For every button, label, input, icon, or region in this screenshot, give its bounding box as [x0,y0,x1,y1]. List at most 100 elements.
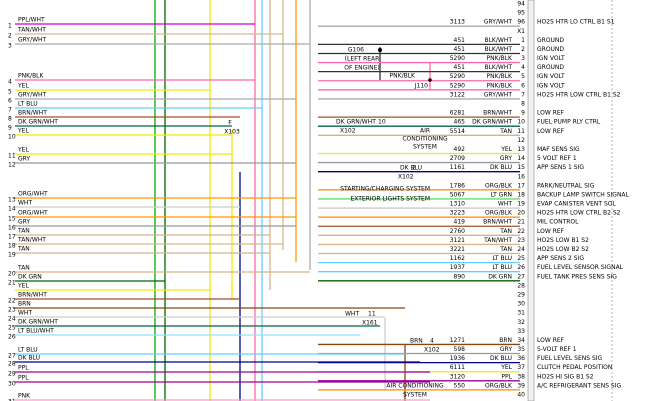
wire-color: BRN/WHT [483,110,512,117]
wire-color: WHT [18,200,32,207]
signal-name: IGN VOLT [537,82,565,89]
wire-color: WHT [18,310,32,317]
pin-number: 17 [517,182,525,189]
wire-color: LT BLU/WHT [18,328,54,335]
pin-number: 35 [517,346,525,353]
signal-name: FUEL LEVEL SENSOR SIGNAL [537,264,624,271]
signal-name: 5-VOLT REF 1 [537,346,577,353]
signal-name: LOW REF [537,337,565,344]
circuit-number: 5514 [450,128,465,135]
wire-color: PPL [18,365,29,372]
wire-color: DK GRN [488,273,512,280]
pin-number: 94 [517,1,525,8]
signal-name: HO2S LOW B1 S2 [537,237,589,244]
wire-color: PNK/BLK [487,73,514,80]
pin-number: 17 [8,234,16,241]
annotation: X103 [224,129,240,136]
wire-color: PNK/BLK [487,55,514,62]
pin-number: 27 [517,273,525,280]
pin-number: 5 [521,73,525,80]
pin-number: 29 [8,371,16,378]
annotation: PNK/BLK [390,73,417,80]
circuit-number: 1162 [450,255,465,262]
annotation: X102 [424,347,440,354]
wire-color: YEL [17,83,29,90]
pin-number: 12 [8,162,16,169]
wire-color: GRY/WHT [18,37,47,44]
signal-name: APP SENS 1 SIG [537,164,584,171]
pin-number: 19 [8,252,16,259]
wire-color: DK GRN [18,274,42,281]
pin-number: 11 [8,153,16,160]
pin-number: 25 [8,325,16,332]
signal-name: EVAP CANISTER VENT SOL [537,201,617,208]
pin-number: 18 [517,191,525,198]
pin-number: 4 [521,64,525,71]
pin-number: 33 [517,328,525,335]
pin-number: 26 [8,334,16,341]
pin-number: 19 [517,201,525,208]
signal-name: A/C REFRIGERANT SENS SIG [537,382,621,389]
annotation: F [228,120,232,127]
signal-name: LOW REF [537,128,565,135]
pin-number: 29 [517,291,525,298]
wire-color: GRY [18,156,30,163]
wire-color: TAN/WHT [483,237,512,244]
circuit-number: 2709 [450,155,465,162]
wire-color: BRN/WHT [18,292,47,299]
annotation: SYSTEM [403,392,427,399]
wire-color: YEL [17,283,29,290]
wire-color: DK BLU [18,355,40,362]
pin-number: 15 [517,164,525,171]
signal-name: GROUND [537,64,564,71]
circuit-number: 598 [454,346,466,353]
pin-number: 95 [517,10,525,17]
wire-color: DK BLU [490,164,512,171]
pin-number: 13 [8,197,16,204]
signal-name: FUEL LEVEL SENS SIG [537,355,603,362]
wire-color: YEL [17,147,29,154]
wire-color: TAN [499,246,512,253]
signal-name: LOW REF [537,110,565,117]
circuit-number: 451 [454,46,466,53]
annotation: X102 [340,128,356,135]
pin-number: 8 [8,116,12,123]
pin-number: 10 [8,134,16,141]
signal-name: FUEL PUMP RLY CTRL [537,119,601,126]
wire-color: LT BLU [492,255,512,262]
pin-number: 20 [517,210,525,217]
wire-color: DK GRN/WHT [18,319,58,326]
annotation: (LEFT REAR [345,56,380,63]
pin-number: 22 [8,298,16,305]
pin-number: 7 [521,91,525,98]
wire-color: YEL [17,128,29,135]
wire-color: BRN/WHT [483,219,512,226]
circuit-number: 1161 [450,164,465,171]
pin-number: 13 [517,146,525,153]
signal-name: HO2S LOW B2 S2 [537,246,589,253]
pin-number: 36 [517,355,525,362]
annotation: 11 [368,311,376,318]
wire-color: DK GRN/WHT [18,119,58,126]
pin-number: 11 [517,128,525,135]
signal-name: FUEL TANK PRES SENS SIG [537,273,617,280]
wire-color: LT BLU [492,264,512,271]
pin-number: 12 [517,137,525,144]
circuit-number: 890 [454,273,466,280]
wire-color: BLK/WHT [484,46,512,53]
circuit-number: 3120 [450,373,465,380]
circuit-number: 3223 [450,210,465,217]
wire-color: ORG/WHT [18,191,48,198]
circuit-number: 550 [454,382,466,389]
wire-color: BRN/WHT [18,110,47,117]
pin-number: 24 [517,246,525,253]
wire-color: YEL [500,146,512,153]
pin-number: 2 [8,33,12,40]
circuit-number: 1310 [450,201,465,208]
wire-color: GRY/WHT [484,19,513,26]
pin-number: 39 [517,382,525,389]
circuit-number: 5290 [450,82,465,89]
circuit-number: 492 [454,146,466,153]
